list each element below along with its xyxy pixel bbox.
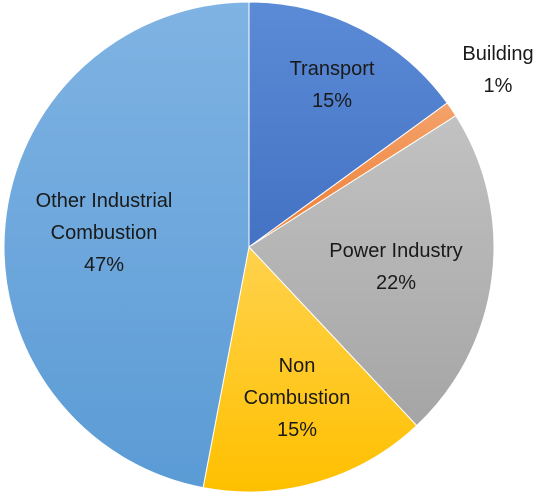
data-label-line: 1% <box>484 75 513 97</box>
data-label-line: Combustion <box>51 222 158 244</box>
data-label-line: 15% <box>277 419 317 441</box>
pie-slice-non <box>202 245 418 493</box>
data-label-other-industrial: Other Industrial Combustion 47% <box>36 190 173 276</box>
data-label-line: Other Industrial <box>36 190 173 212</box>
data-label-line: 15% <box>312 90 352 112</box>
data-label-line: 22% <box>376 272 416 294</box>
data-label-building: Building 1% <box>462 43 533 97</box>
data-label-line: Non <box>279 355 316 377</box>
data-label-power-industry: Power Industry 22% <box>329 240 462 294</box>
pie-slice-power-industry <box>248 115 495 427</box>
pie-labels: Transport 15% Building 1% Power Industry 22% N… <box>36 43 534 441</box>
data-label-line: Power Industry <box>329 240 462 262</box>
data-label-line: Transport <box>290 58 375 80</box>
pie-slice-transport <box>248 1 448 248</box>
data-label-transport: Transport 15% <box>290 58 375 112</box>
pie-slice-other-industrial <box>3 1 250 489</box>
data-label-line: Building <box>462 43 533 65</box>
data-label-line: Combustion <box>244 387 351 409</box>
pie-slices <box>3 1 495 493</box>
data-label-non: Non Combustion 15% <box>244 355 351 441</box>
data-label-line: 47% <box>84 254 124 276</box>
